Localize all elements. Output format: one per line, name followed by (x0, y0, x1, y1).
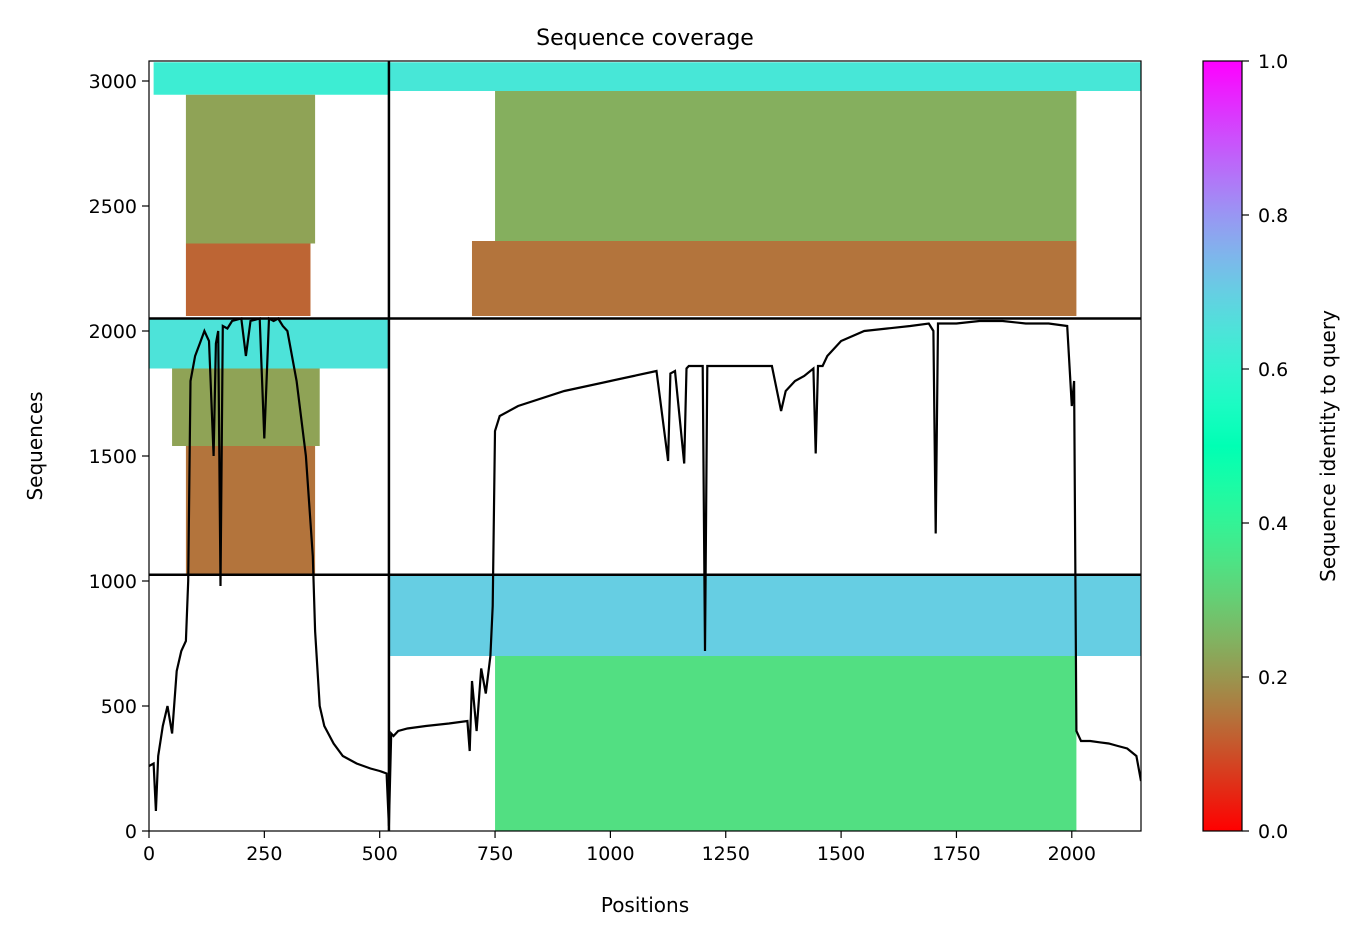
x-tick-label: 2000 (1048, 843, 1096, 865)
colorbar-tick-label: 0.4 (1258, 513, 1288, 535)
coverage-block (388, 574, 1141, 656)
x-tick-label: 500 (362, 843, 398, 865)
coverage-line (149, 316, 1141, 827)
colorbar (1202, 60, 1243, 832)
y-axis-label: Sequences (23, 391, 47, 500)
y-tick-label: 500 (101, 696, 137, 718)
x-tick-label: 1000 (586, 843, 634, 865)
x-axis-label: Positions (601, 893, 689, 917)
x-tick-label: 1750 (932, 843, 980, 865)
x-tick-label: 1250 (702, 843, 750, 865)
coverage-block (185, 94, 316, 244)
coverage-block (153, 62, 389, 95)
x-tick-label: 750 (477, 843, 513, 865)
colorbar-tick-label: 0.0 (1258, 821, 1288, 843)
coverage-block (185, 446, 316, 575)
plot-frame (148, 60, 1142, 832)
coverage-block (388, 62, 1141, 91)
y-tick-label: 1000 (89, 571, 137, 593)
y-tick-label: 2500 (89, 196, 137, 218)
colorbar-label: Sequence identity to query (1316, 310, 1340, 582)
y-tick-label: 3000 (89, 71, 137, 93)
coverage-block (471, 241, 1077, 316)
y-tick-label: 1500 (89, 446, 137, 468)
colorbar-tick-label: 0.2 (1258, 667, 1288, 689)
x-tick-label: 1500 (817, 843, 865, 865)
coverage-block (495, 91, 1077, 241)
y-tick-label: 2000 (89, 321, 137, 343)
x-axis: 0 250 500 750 1000 1250 1500 1750 2000 (143, 831, 1096, 865)
y-tick-label: 0 (125, 821, 137, 843)
colorbar-tick-label: 0.6 (1258, 359, 1288, 381)
coverage-block (495, 656, 1077, 831)
x-tick-label: 250 (246, 843, 282, 865)
x-tick-label: 0 (143, 843, 155, 865)
chart-title: Sequence coverage (536, 26, 754, 51)
coverage-block (172, 368, 320, 446)
colorbar-tick-label: 1.0 (1258, 51, 1288, 73)
coverage-block (185, 243, 311, 316)
coverage-heatmap (149, 62, 1141, 831)
colorbar-tick-label: 0.8 (1258, 205, 1288, 227)
colorbar-axis: 0.0 0.2 0.4 0.6 0.8 1.0 (1242, 51, 1288, 843)
y-axis: 0 500 1000 1500 2000 2500 3000 (89, 71, 149, 843)
